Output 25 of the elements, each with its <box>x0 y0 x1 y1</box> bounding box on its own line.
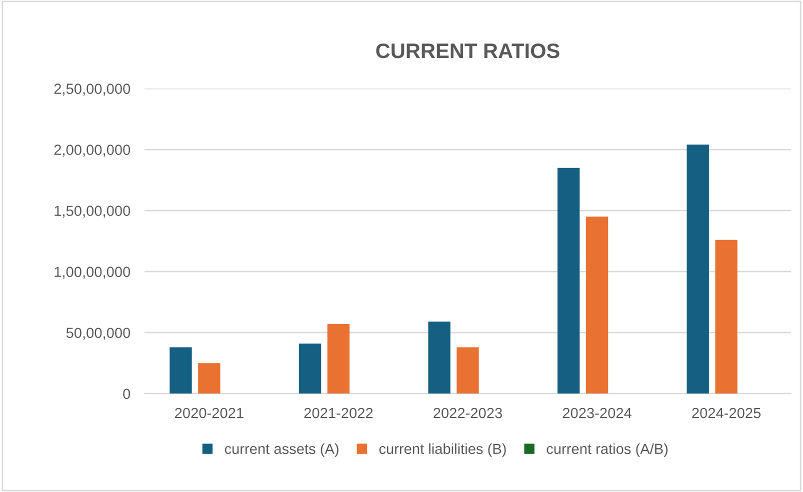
bar <box>198 363 220 394</box>
y-tick-label: 0 <box>123 388 130 400</box>
bar <box>327 324 350 394</box>
chart-title: CURRENT RATIOS <box>376 43 560 58</box>
legend-label: current ratios (A/B) <box>546 443 668 457</box>
bar <box>557 168 580 394</box>
bar <box>298 344 322 394</box>
y-tick-label: 2,00,00,000 <box>54 144 130 157</box>
x-tick-label: 2020-2021 <box>175 408 244 418</box>
x-tick-label: 2021-2022 <box>304 408 373 418</box>
legend-label: current assets (A) <box>224 443 338 457</box>
bar <box>170 347 192 394</box>
x-tick-label: 2023-2024 <box>562 408 632 418</box>
y-tick-label: 50,00,000 <box>66 328 130 340</box>
bar <box>686 144 709 394</box>
bar <box>456 347 479 394</box>
bar <box>586 216 608 394</box>
x-tick-label: 2022-2023 <box>434 408 502 418</box>
y-tick-label: 1,00,00,000 <box>54 266 130 279</box>
x-tick-label: 2024-2025 <box>692 408 761 418</box>
y-tick-label: 2,50,00,000 <box>54 84 130 96</box>
y-tick-label: 1,50,00,000 <box>54 206 130 218</box>
bar <box>428 322 450 394</box>
bar <box>715 240 738 394</box>
legend-label: current liabilities (B) <box>379 443 506 457</box>
